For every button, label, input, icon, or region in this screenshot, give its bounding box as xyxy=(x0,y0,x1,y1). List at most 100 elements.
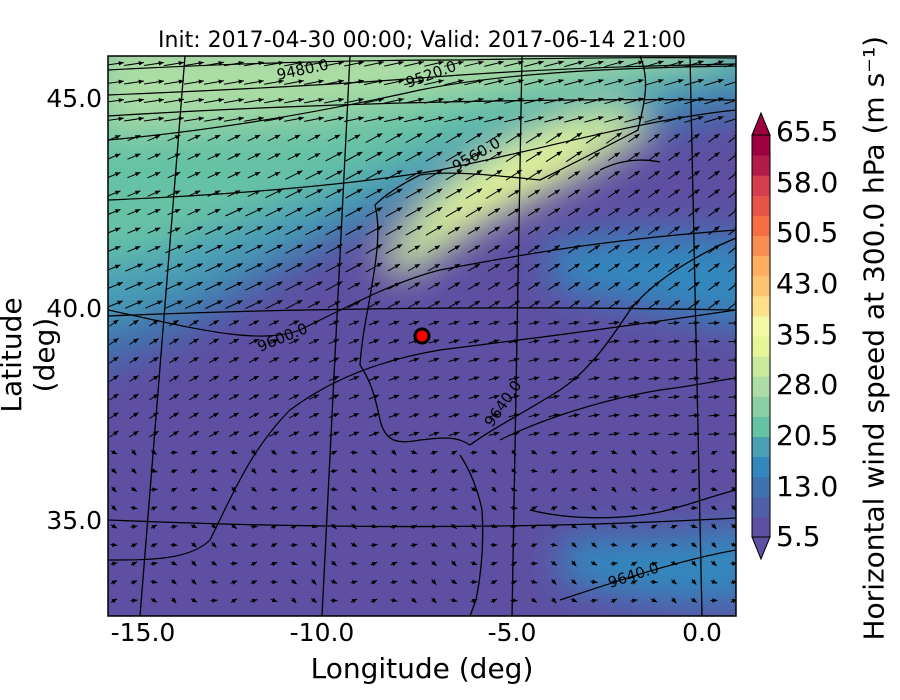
wind-vector-head xyxy=(336,152,343,157)
wind-vector-head xyxy=(174,190,181,195)
wind-vector-head xyxy=(574,189,580,195)
wind-vector-head xyxy=(416,151,423,157)
wind-vector-head xyxy=(171,597,177,604)
wind-vector-head xyxy=(171,579,177,585)
wind-vector-head xyxy=(273,431,279,436)
wind-vector-head xyxy=(491,449,497,455)
wind-vector-head xyxy=(251,580,258,585)
wind-vector-head xyxy=(412,561,418,566)
wind-vector-head xyxy=(431,469,438,474)
wind-vector-head xyxy=(516,132,522,138)
wind-vector-head xyxy=(714,300,720,306)
wind-vector-head xyxy=(491,523,498,528)
wind-vector-head xyxy=(151,524,157,530)
wind-vector-head xyxy=(614,245,620,250)
wind-vector-head xyxy=(571,523,577,529)
wind-vector-head xyxy=(574,171,580,176)
wind-vector-head xyxy=(694,300,700,306)
wind-vector-head xyxy=(313,431,319,436)
wind-vector-head xyxy=(153,431,159,436)
wind-vector-head xyxy=(456,133,463,138)
wind-vector-head xyxy=(433,431,440,436)
wind-vector-head xyxy=(353,357,360,362)
wind-vector-head xyxy=(151,597,157,603)
wind-vector-head xyxy=(371,486,377,493)
wind-vector-head xyxy=(214,135,221,140)
wind-vector-head xyxy=(674,339,680,344)
wind-vector-head xyxy=(413,394,420,399)
wind-vector-head xyxy=(111,468,117,474)
wind-vector-head xyxy=(177,300,183,305)
wind-vector-head xyxy=(336,226,343,231)
wind-vector-head xyxy=(654,226,660,232)
wind-vector-head xyxy=(632,598,638,603)
wind-vector-head xyxy=(394,282,401,287)
wind-vector-head xyxy=(714,320,720,326)
wind-vector-head xyxy=(738,116,744,120)
wind-vector-head xyxy=(311,579,317,585)
wind-vector-head xyxy=(311,597,317,603)
wind-vector-head xyxy=(316,170,323,175)
wind-vector-head xyxy=(574,226,580,232)
wind-vector-head xyxy=(378,60,384,66)
wind-vector xyxy=(724,62,736,68)
wind-vector-head xyxy=(233,394,239,399)
wind-vector-head xyxy=(293,357,299,362)
wind-vector-head xyxy=(494,263,500,269)
wind-vector-head xyxy=(694,244,700,250)
wind-vector-head xyxy=(351,468,358,473)
wind-vector-head xyxy=(414,301,421,306)
wind-vector-head xyxy=(553,339,560,344)
wind-vector-head xyxy=(451,523,457,529)
wind-vector-head xyxy=(536,132,542,138)
wind-vector-head xyxy=(291,560,298,566)
wind-vector-head xyxy=(373,431,380,436)
wind-vector-head xyxy=(614,300,620,306)
wind-vector-head xyxy=(654,207,660,213)
wind-vector-head xyxy=(694,133,700,139)
wind-vector-head xyxy=(153,394,159,399)
wind-vector-head xyxy=(411,543,418,548)
wind-vector-head xyxy=(456,170,463,175)
wind-vector-head xyxy=(272,579,278,585)
wind-vector-head xyxy=(654,281,660,287)
wind-vector-head xyxy=(513,339,520,344)
wind-vector-head xyxy=(111,598,117,604)
wind-vector-head xyxy=(474,282,480,287)
wind-vector-head xyxy=(691,523,698,529)
wind-vector-head xyxy=(114,172,121,177)
wind-vector-head xyxy=(331,560,337,566)
wind-vector-head xyxy=(231,449,238,455)
wind-vector-head xyxy=(152,561,158,566)
colorbar-tick-50-5: 50.5 xyxy=(776,216,839,249)
wind-vector-head xyxy=(533,413,540,418)
wind-vector-head xyxy=(714,244,720,250)
wind-vector-head xyxy=(498,116,504,121)
wind-vector-head xyxy=(134,190,141,195)
wind-vector-head xyxy=(638,79,644,84)
wind-vector-head xyxy=(591,598,598,603)
wind-vector-head xyxy=(434,264,441,269)
wind-vector-head xyxy=(558,60,564,65)
wind-vector-head xyxy=(638,116,644,121)
colorbar-segment xyxy=(752,315,770,337)
wind-vector-head xyxy=(238,116,244,121)
wind-vector xyxy=(728,172,736,180)
wind-vector-head xyxy=(638,60,644,65)
wind-vector-head xyxy=(411,449,418,454)
wind-vector-head xyxy=(478,116,484,121)
wind-vector-head xyxy=(714,339,720,344)
wind-vector-head xyxy=(233,357,239,362)
wind-vector-head xyxy=(692,505,698,511)
wind-vector-head xyxy=(551,487,557,493)
wind-vector-head xyxy=(654,431,660,437)
wind-vector-head xyxy=(634,394,640,400)
wind-vector-head xyxy=(311,469,317,474)
wind-vector-head xyxy=(453,431,460,436)
wind-vector-head xyxy=(291,506,297,511)
wind-vector-head xyxy=(536,169,542,175)
wind-vector-head xyxy=(738,97,744,101)
wind-vector-head xyxy=(451,450,457,456)
wind-vector-head xyxy=(731,486,736,492)
wind-vector-head xyxy=(718,97,724,102)
